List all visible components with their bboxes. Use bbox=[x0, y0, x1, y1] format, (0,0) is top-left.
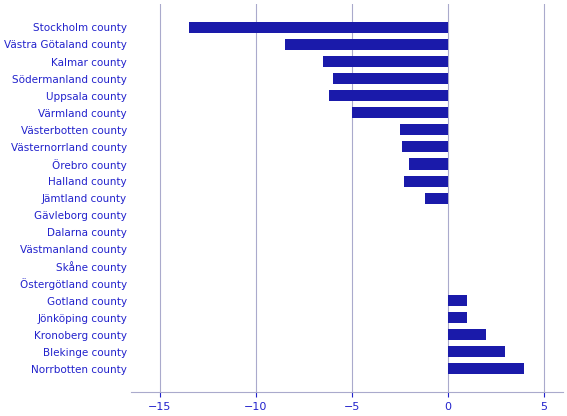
Bar bbox=[448, 329, 486, 340]
Bar bbox=[409, 158, 448, 170]
Bar bbox=[448, 312, 467, 323]
Bar bbox=[448, 295, 467, 306]
Bar bbox=[425, 193, 448, 204]
Bar bbox=[189, 22, 448, 33]
Bar bbox=[333, 73, 448, 84]
Bar bbox=[404, 176, 448, 187]
Bar bbox=[323, 56, 448, 67]
Bar bbox=[400, 124, 448, 135]
Bar bbox=[448, 364, 524, 374]
Bar bbox=[448, 346, 505, 357]
Bar bbox=[329, 90, 448, 101]
Bar bbox=[352, 107, 448, 118]
Bar bbox=[285, 39, 448, 50]
Bar bbox=[401, 141, 448, 152]
